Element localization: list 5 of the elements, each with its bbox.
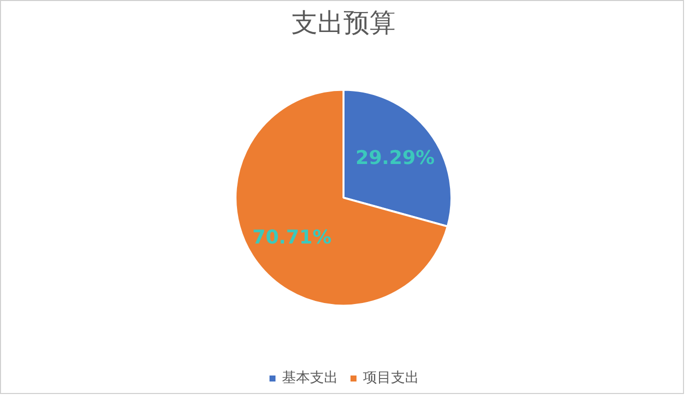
chart-title: 支出预算 bbox=[292, 8, 396, 38]
legend-label: 基本支出 bbox=[282, 369, 338, 387]
data-label: 70.71% bbox=[252, 226, 332, 249]
legend-label: 项目支出 bbox=[363, 369, 419, 387]
data-label: 29.29% bbox=[355, 146, 435, 169]
